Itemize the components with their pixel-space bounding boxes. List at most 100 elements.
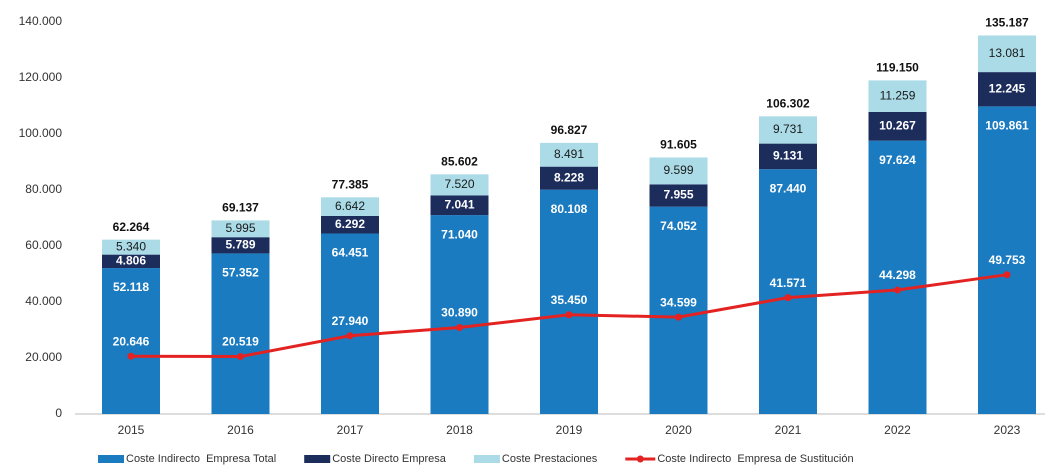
line-value-label: 35.450 <box>551 293 588 307</box>
bar-segment <box>649 157 708 185</box>
value-label: 12.245 <box>989 81 1026 95</box>
bar-segment <box>978 106 1036 415</box>
total-label: 85.602 <box>441 154 478 168</box>
x-tick-label: 2022 <box>884 423 911 437</box>
value-label: 80.108 <box>551 202 588 216</box>
value-label: 5.340 <box>116 239 146 253</box>
x-tick-label: 2019 <box>556 423 583 437</box>
bar-segment <box>102 254 160 269</box>
x-tick-label: 2015 <box>118 423 145 437</box>
value-label: 109.861 <box>985 119 1029 133</box>
bar-segment <box>868 80 927 112</box>
bar-segment <box>649 206 708 414</box>
legend-label: Coste Indirecto Empresa Total <box>126 453 276 465</box>
value-label: 5.789 <box>225 237 255 251</box>
bar-segment <box>868 140 927 414</box>
line-value-label: 49.753 <box>989 253 1026 267</box>
value-label: 9.131 <box>773 149 803 163</box>
value-label: 8.491 <box>554 147 584 161</box>
value-label: 9.599 <box>663 163 693 177</box>
value-label: 9.731 <box>773 122 803 136</box>
total-label: 62.264 <box>113 220 150 234</box>
value-label: 87.440 <box>770 181 807 195</box>
x-tick-label: 2023 <box>994 423 1021 437</box>
line-point <box>784 294 792 302</box>
y-tick-label: 140.000 <box>19 14 63 28</box>
line-value-label: 34.599 <box>660 295 697 309</box>
line-point <box>456 324 463 332</box>
value-label: 8.228 <box>554 170 584 184</box>
bar-segment <box>759 116 817 144</box>
value-label: 6.292 <box>335 217 365 231</box>
value-label: 97.624 <box>879 153 916 167</box>
bar-segment <box>540 189 598 414</box>
legend-swatch <box>636 455 644 463</box>
value-label: 11.259 <box>880 88 916 102</box>
bar-segment <box>211 237 270 254</box>
x-tick-label: 2018 <box>446 423 473 437</box>
value-label: 57.352 <box>222 266 259 280</box>
total-label: 119.150 <box>876 61 919 75</box>
bar-segment <box>430 215 489 414</box>
bar-segment <box>430 174 489 196</box>
line-point <box>127 352 135 360</box>
legend-label: Coste Directo Empresa <box>332 453 447 465</box>
bar-segment <box>649 184 708 207</box>
value-label: 7.520 <box>444 177 474 191</box>
line-point <box>565 311 573 319</box>
line-value-label: 44.298 <box>879 268 916 282</box>
bar-segment <box>102 268 160 414</box>
y-tick-label: 80.000 <box>25 182 62 196</box>
total-label: 106.302 <box>766 97 810 111</box>
value-label: 74.052 <box>660 219 697 233</box>
bar-segment <box>321 233 379 414</box>
legend-swatch <box>98 455 124 463</box>
value-label: 13.081 <box>989 46 1026 60</box>
y-tick-label: 40.000 <box>25 294 62 308</box>
line-value-label: 20.646 <box>113 334 150 348</box>
y-tick-label: 120.000 <box>19 70 63 84</box>
y-tick-label: 60.000 <box>25 238 62 252</box>
line-point <box>237 353 244 361</box>
bar-segment <box>321 215 379 234</box>
line-point <box>675 313 682 321</box>
x-tick-label: 2016 <box>227 423 254 437</box>
x-tick-label: 2017 <box>337 423 364 437</box>
legend-label: Coste Prestaciones <box>502 453 598 465</box>
value-label: 7.041 <box>444 197 474 211</box>
x-tick-label: 2021 <box>775 423 802 437</box>
line-value-label: 41.571 <box>770 276 807 290</box>
value-label: 4.806 <box>116 254 146 268</box>
value-label: 6.642 <box>335 199 365 213</box>
line-value-label: 27.940 <box>332 314 369 328</box>
bar-segment <box>540 142 598 167</box>
value-label: 5.995 <box>225 221 255 235</box>
line-point <box>1003 271 1011 279</box>
bar-segment <box>102 239 160 255</box>
line-value-label: 20.519 <box>222 335 259 349</box>
total-label: 91.605 <box>660 138 697 152</box>
line-point <box>894 286 901 294</box>
bar-segment <box>211 253 270 414</box>
bar-segment <box>430 195 489 216</box>
bar-segment <box>540 166 598 190</box>
bar-segment <box>759 169 817 414</box>
y-tick-label: 20.000 <box>25 350 62 364</box>
value-label: 52.118 <box>113 280 149 294</box>
total-label: 77.385 <box>332 177 369 191</box>
bar-segment <box>321 197 379 216</box>
y-tick-label: 100.000 <box>19 126 63 140</box>
legend-swatch <box>473 455 500 463</box>
line-value-label: 30.890 <box>441 306 478 320</box>
total-label: 96.827 <box>551 123 588 137</box>
total-label: 69.137 <box>222 201 259 215</box>
value-label: 7.955 <box>663 188 693 202</box>
legend-swatch <box>304 455 331 463</box>
value-label: 71.040 <box>441 227 478 241</box>
line-point <box>346 332 354 340</box>
x-tick-label: 2020 <box>665 423 692 437</box>
legend-label: Coste Indirecto Empresa de Sustitución <box>657 453 853 465</box>
bar-segment <box>978 72 1036 107</box>
total-label: 135.187 <box>985 16 1029 30</box>
